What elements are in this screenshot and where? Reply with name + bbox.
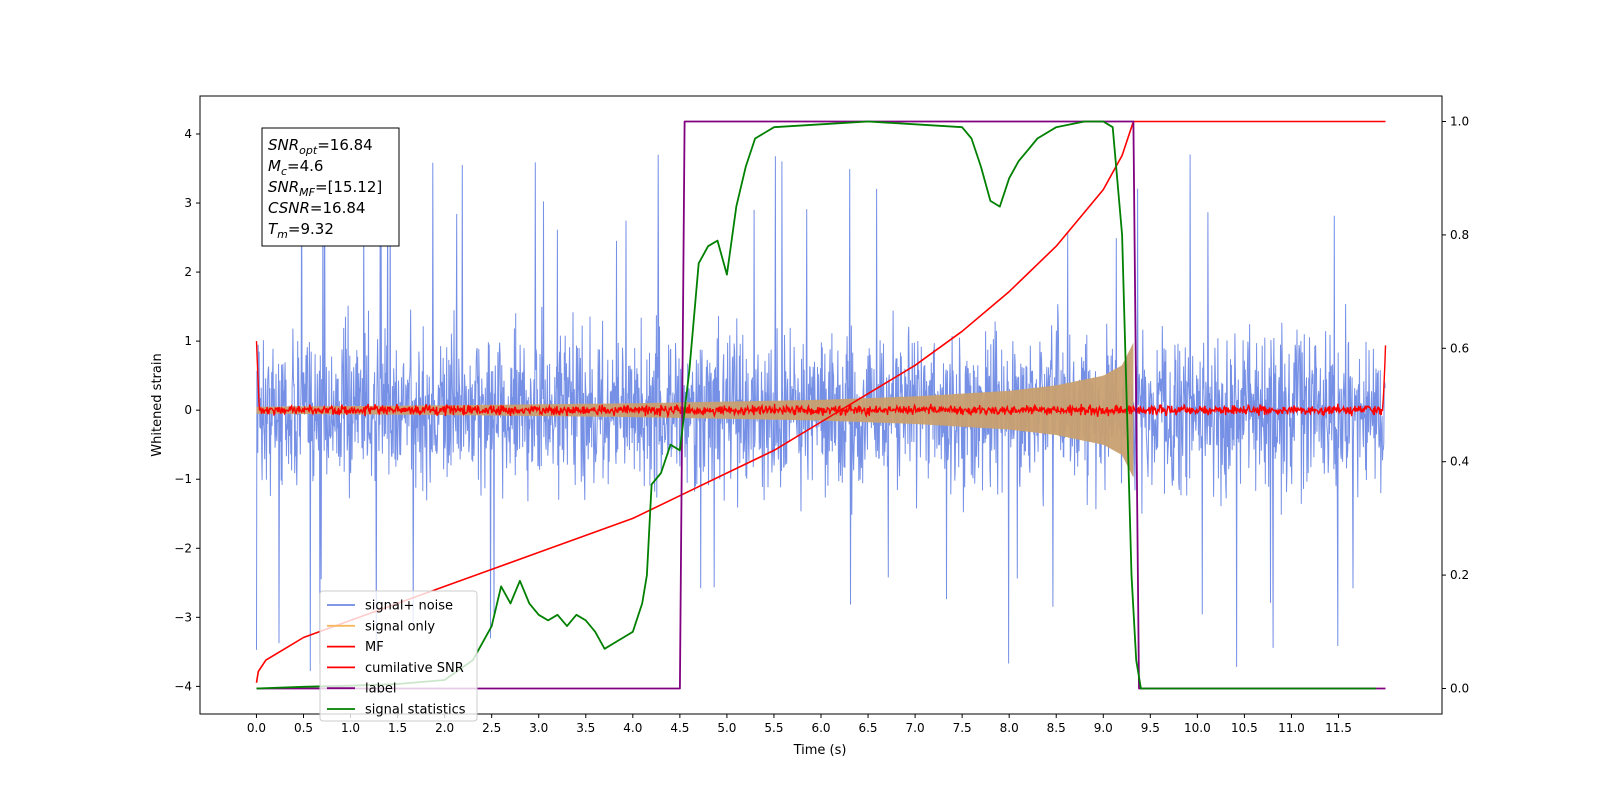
legend-label: cumilative SNR — [365, 661, 464, 676]
y-tick-label: −1 — [174, 472, 192, 486]
x-tick-label: 7.0 — [906, 721, 925, 735]
signal-statistics-line — [256, 120, 1377, 690]
y2-tick-label: 0.4 — [1450, 455, 1469, 469]
y2-tick-label: 1.0 — [1450, 115, 1469, 129]
y-tick-label: −3 — [174, 610, 192, 624]
x-tick-label: 10.0 — [1184, 721, 1211, 735]
annotation-line: SNRopt=16.84 — [268, 136, 373, 157]
legend: signal+ noise signal only MF cumilative SNR… — [319, 590, 478, 722]
signal-only-envelope — [256, 342, 1134, 478]
y-tick-label: 3 — [184, 196, 192, 210]
annotation-line: Mc=4.6 — [268, 157, 323, 178]
y-tick-label: 2 — [184, 265, 192, 279]
y-tick-label: 0 — [184, 403, 192, 417]
y-axis-label: Whitened strain — [150, 353, 165, 456]
annotation-line: Tm=9.32 — [268, 220, 334, 241]
annotation-line: SNRMF=[15.12] — [268, 178, 382, 199]
y2-tick-label: 0.8 — [1450, 228, 1469, 242]
x-tick-label: 8.0 — [1000, 721, 1019, 735]
annotation-frame — [261, 127, 400, 247]
y2-tick-label: 0.6 — [1450, 341, 1469, 355]
x-tick-label: 2.5 — [482, 721, 501, 735]
x-tick-label: 0.0 — [247, 721, 266, 735]
y2-tick-label: 0.0 — [1450, 681, 1469, 695]
legend-label: label — [365, 682, 396, 697]
annotation-line: CSNR=16.84 — [268, 199, 365, 217]
x-tick-label: 0.5 — [294, 721, 313, 735]
x-tick-label: 3.5 — [576, 721, 595, 735]
x-tick-label: 5.0 — [717, 721, 736, 735]
legend-frame — [319, 590, 478, 722]
x-tick-label: 8.5 — [1047, 721, 1066, 735]
x-tick-label: 9.0 — [1094, 721, 1113, 735]
x-tick-label: 1.0 — [341, 721, 360, 735]
x-tick-label: 6.5 — [858, 721, 877, 735]
x-tick-label: 3.0 — [529, 721, 548, 735]
legend-label: MF — [365, 640, 384, 655]
y-tick-label: 1 — [184, 334, 192, 348]
x-tick-label: 2.0 — [435, 721, 454, 735]
y-tick-label: 4 — [184, 127, 192, 141]
y2-tick-label: 0.2 — [1450, 568, 1469, 582]
signal-noise-line — [256, 153, 1386, 672]
x-tick-label: 7.5 — [953, 721, 972, 735]
x-tick-label: 10.5 — [1231, 721, 1258, 735]
x-tick-label: 11.0 — [1278, 721, 1305, 735]
x-tick-label: 1.5 — [388, 721, 407, 735]
x-tick-label: 5.5 — [764, 721, 783, 735]
legend-label: signal+ noise — [365, 599, 453, 614]
x-tick-label: 4.5 — [670, 721, 689, 735]
annotation-box: SNRopt=16.84Mc=4.6SNRMF=[15.12]CSNR=16.8… — [261, 127, 400, 247]
legend-label: signal statistics — [365, 703, 466, 718]
x-tick-label: 4.0 — [623, 721, 642, 735]
x-tick-label: 6.0 — [811, 721, 830, 735]
y-tick-label: −4 — [174, 679, 192, 693]
mf-line — [255, 341, 1387, 419]
x-tick-label: 11.5 — [1325, 721, 1352, 735]
x-tick-label: 9.5 — [1141, 721, 1160, 735]
x-axis-label: Time (s) — [793, 743, 847, 758]
legend-label: signal only — [365, 619, 435, 634]
y-tick-label: −2 — [174, 541, 192, 555]
